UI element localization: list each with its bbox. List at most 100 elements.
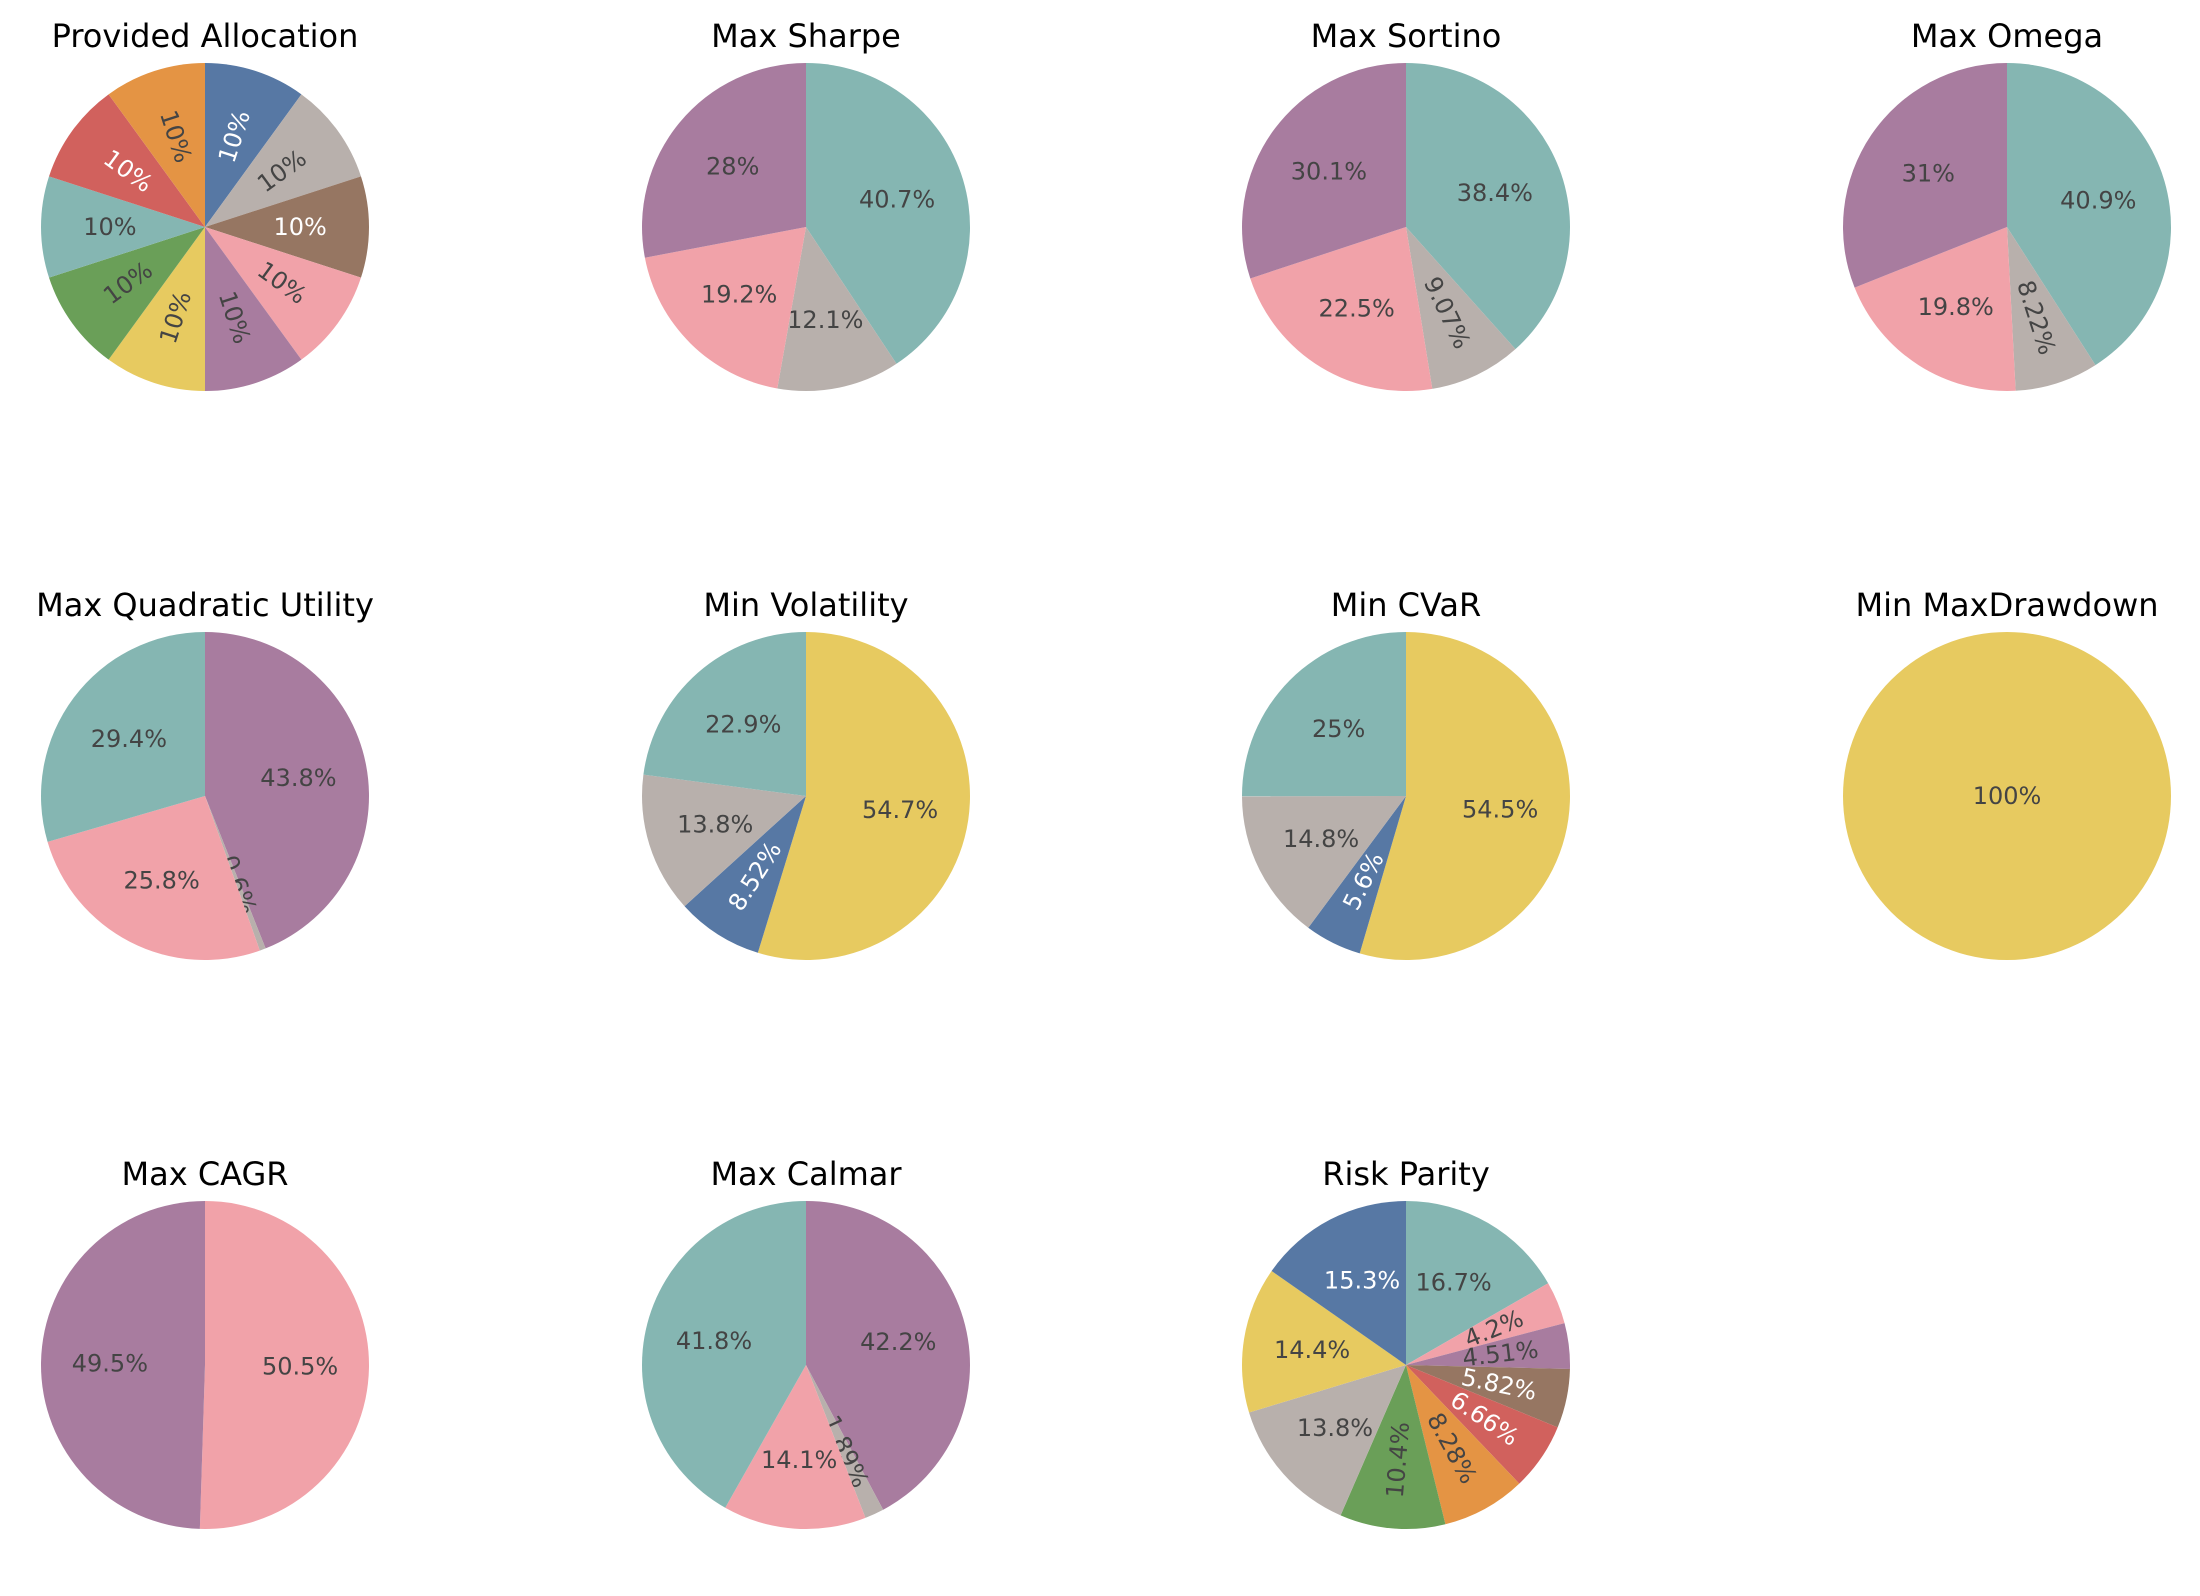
pie-slice-purple <box>642 63 806 258</box>
pie-label: 25.8% <box>124 867 200 895</box>
pie-slice-red <box>1406 1365 1558 1484</box>
pie-label: 40.9% <box>2060 186 2136 214</box>
pie-slice-pink <box>644 227 806 389</box>
pie-slice-green <box>1340 1365 1446 1529</box>
pie-max-sharpe: Max Sharpe 40.7% 12.1% 19.2% 28% <box>642 17 970 391</box>
pie-label: 31% <box>1902 160 1955 188</box>
pie-slice-pink <box>199 1201 370 1529</box>
pie-title: Max CAGR <box>121 1155 288 1193</box>
pie-slice-purple <box>806 1201 970 1510</box>
pie-slice-yellow <box>1843 632 2171 960</box>
pie-slice-purple <box>1406 1323 1570 1370</box>
pie-title: Min Volatility <box>703 586 908 624</box>
pie-min-maxdrawdown: Min MaxDrawdown 100% <box>1843 586 2171 960</box>
pie-provided-allocation: Provided Allocation10%10%10%10%10%10%10%… <box>40 17 369 391</box>
pie-max-cagr: Max CAGR 50.5% 49.5% <box>41 1155 370 1529</box>
pie-title: Max Omega <box>1911 17 2103 55</box>
pie-label: 15.3% <box>1324 1267 1400 1295</box>
pie-label: 13.8% <box>1297 1414 1373 1442</box>
pie-slice-pink <box>1250 227 1433 391</box>
pie-label: 10% <box>83 213 136 241</box>
pie-slice-yellow <box>1359 631 1570 960</box>
pie-slice-teal <box>806 63 970 364</box>
pie-slice-purple <box>41 1201 205 1529</box>
pie-slice-teal <box>642 1201 806 1508</box>
pie-label: 54.7% <box>862 796 938 824</box>
pie-title: Max Sortino <box>1311 17 1502 55</box>
pie-title: Max Quadratic Utility <box>36 586 374 624</box>
pie-label: 19.2% <box>701 281 777 309</box>
pie-title: Provided Allocation <box>52 17 359 55</box>
pie-slice-purple <box>1843 63 2007 288</box>
pie-slice-gray <box>642 774 806 907</box>
pie-slice-blue <box>1271 1201 1406 1365</box>
pie-slice-yellow <box>108 227 205 391</box>
pie-slice-gray <box>806 1365 884 1518</box>
pie-slice-pink <box>725 1365 866 1529</box>
pie-slice-yellow <box>1242 1271 1406 1413</box>
pie-slice-blue <box>684 796 806 953</box>
pie-label: 38.4% <box>1457 179 1533 207</box>
pie-slice-gray <box>205 796 266 951</box>
pie-slice-purple <box>205 227 302 391</box>
pie-title: Risk Parity <box>1322 1155 1490 1193</box>
pie-slice-red <box>49 94 205 227</box>
pie-slice-teal <box>40 631 206 842</box>
pie-label: 54.5% <box>1462 796 1538 824</box>
pie-label: 22.9% <box>705 710 781 738</box>
pie-label: 50.5% <box>262 1352 338 1380</box>
pie-slice-pink <box>47 796 260 960</box>
pie-label: 25% <box>1312 715 1365 743</box>
pie-slice-blue <box>1308 796 1406 954</box>
pie-slice-blue <box>205 63 302 227</box>
pie-slice-orange <box>108 63 205 227</box>
pie-label: 14.8% <box>1283 825 1359 853</box>
pie-slice-purple <box>205 632 369 949</box>
pie-label: 12.1% <box>787 306 863 334</box>
pie-slice-teal <box>1406 63 1570 350</box>
pie-label: 10% <box>273 213 326 241</box>
pie-label: 30.1% <box>1291 157 1367 185</box>
pie-slice-teal <box>40 176 205 278</box>
pie-title: Min MaxDrawdown <box>1855 586 2158 624</box>
pie-label: 43.8% <box>260 764 336 792</box>
pie-label: 49.5% <box>72 1350 148 1378</box>
pie-label: 40.7% <box>859 186 935 214</box>
pie-slice-gray <box>2007 227 2096 391</box>
pie-slice-orange <box>1406 1365 1520 1525</box>
pie-label: 42.2% <box>860 1328 936 1356</box>
pie-slice-purple <box>1242 62 1406 279</box>
pie-label: 19.8% <box>1918 293 1994 321</box>
pie-slice-teal <box>1406 1201 1549 1365</box>
pie-label: 14.1% <box>761 1446 837 1474</box>
pie-slice-gray <box>1249 1365 1406 1516</box>
pie-slice-green <box>49 227 205 360</box>
pie-slice-gray <box>205 94 361 227</box>
pie-label: 28% <box>706 152 759 180</box>
pie-label: 16.7% <box>1415 1269 1491 1297</box>
pie-slice-pink <box>205 227 361 360</box>
pie-label: 22.5% <box>1319 294 1395 322</box>
pie-slice-pink <box>1854 227 2016 391</box>
pie-slice-gray <box>1406 227 1516 389</box>
pie-label: 14.4% <box>1274 1336 1350 1364</box>
pie-slice-brown <box>205 176 369 278</box>
pie-title: Max Calmar <box>710 1155 902 1193</box>
pie-label: 13.8% <box>677 810 753 838</box>
pie-slice-teal <box>643 632 806 796</box>
pie-slice-teal <box>1242 632 1406 797</box>
pie-label: 29.4% <box>91 725 167 753</box>
pie-slice-brown <box>1406 1365 1570 1428</box>
pie-slice-gray <box>777 227 897 391</box>
pie-title: Max Sharpe <box>711 17 901 55</box>
pie-slice-gray <box>1242 796 1406 928</box>
pie-risk-parity: Risk Parity16.7%4.2%4.51%5.82%6.66%8.28%… <box>1242 1155 1570 1529</box>
pie-slice-pink <box>1406 1283 1565 1365</box>
pie-label: 100% <box>1973 782 2042 810</box>
